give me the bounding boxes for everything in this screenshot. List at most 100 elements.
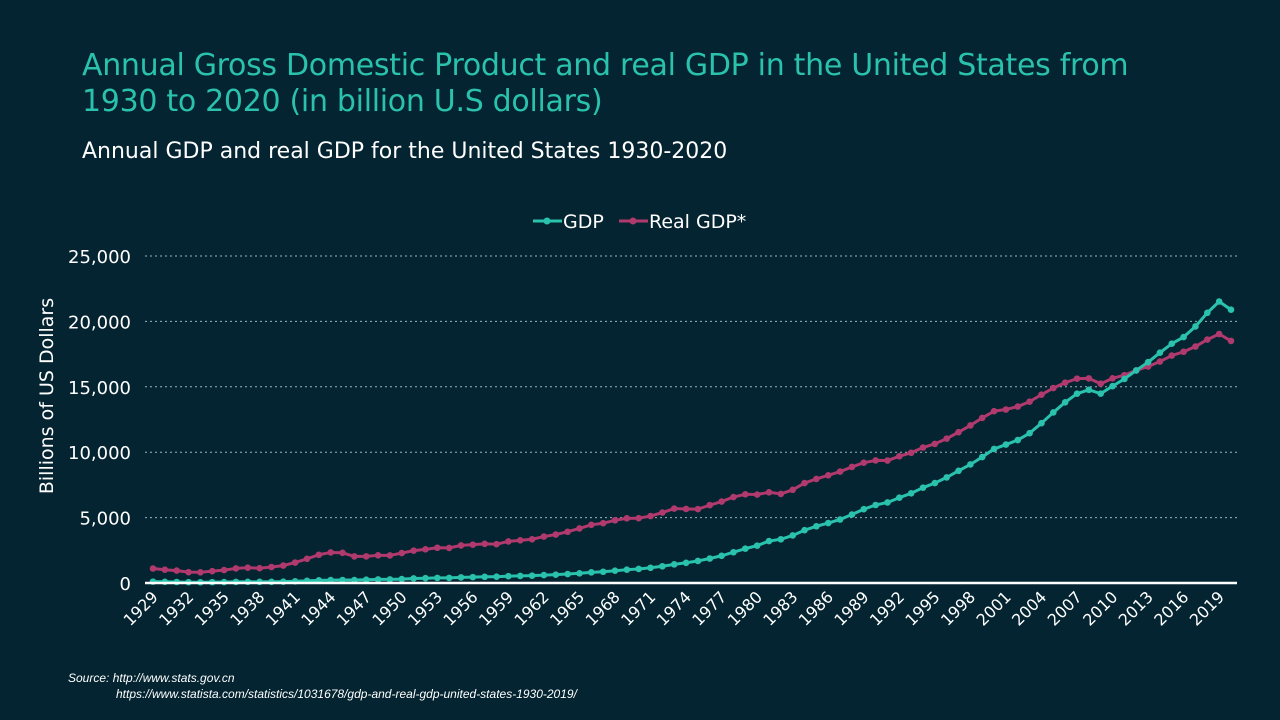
data-point: [1215, 298, 1223, 305]
x-tick-label: 1947: [333, 587, 375, 629]
data-point: [682, 559, 690, 567]
data-point: [813, 475, 820, 483]
data-point: [552, 571, 560, 578]
data-point: [599, 519, 607, 527]
data-point: [1192, 323, 1199, 330]
data-point: [718, 498, 725, 505]
data-point: [1002, 441, 1010, 448]
data-point: [884, 457, 891, 464]
data-point: [682, 505, 690, 513]
data-point: [434, 574, 441, 582]
data-point: [1061, 398, 1069, 406]
data-point: [469, 541, 477, 548]
x-tick-label: 1950: [368, 587, 410, 629]
data-point: [990, 445, 998, 453]
y-tick-label: 10,000: [68, 443, 131, 464]
data-point: [339, 549, 346, 557]
data-point: [505, 572, 512, 580]
series-line: [152, 332, 1232, 574]
data-point: [931, 479, 939, 487]
x-tick-label: 1995: [901, 587, 943, 629]
data-point: [434, 544, 441, 552]
data-point: [386, 576, 394, 583]
data-point: [1026, 429, 1033, 437]
data-point: [1192, 343, 1199, 350]
data-point: [765, 488, 773, 496]
data-point: [753, 491, 761, 498]
data-point: [1168, 352, 1176, 359]
x-tick-label: 1965: [546, 587, 588, 629]
x-tick-label: 1968: [582, 587, 624, 629]
data-point: [493, 573, 500, 581]
legend-item-real-gdp[interactable]: Real GDP*: [619, 211, 746, 233]
data-point: [884, 499, 891, 506]
y-axis-label: Billions of US Dollars: [36, 298, 58, 494]
data-point: [777, 535, 785, 543]
data-point: [173, 567, 180, 574]
source-line-2: https://www.statista.com/statistics/1031…: [116, 687, 577, 701]
y-tick-label: 5,000: [79, 509, 131, 530]
data-point: [1038, 391, 1045, 398]
data-point: [753, 542, 761, 549]
data-point: [1061, 379, 1069, 386]
data-point: [422, 574, 429, 582]
data-point: [315, 551, 323, 559]
data-point: [1097, 390, 1104, 397]
y-tick-label: 20,000: [68, 312, 131, 333]
data-point: [588, 521, 595, 529]
x-tick-label: 2007: [1044, 587, 1086, 629]
data-point: [990, 407, 998, 415]
data-point: [339, 576, 346, 584]
data-point: [386, 552, 394, 559]
data-point: [1227, 337, 1235, 345]
x-tick-label: 2001: [973, 587, 1015, 629]
data-point: [161, 566, 169, 574]
data-point: [836, 468, 844, 475]
data-point: [505, 538, 512, 545]
data-point: [149, 565, 157, 572]
data-point: [1073, 390, 1081, 397]
data-point: [1038, 419, 1045, 427]
data-point: [493, 540, 500, 548]
data-point: [647, 564, 654, 572]
legend-item-gdp[interactable]: GDP: [533, 211, 604, 233]
data-point: [931, 440, 939, 448]
data-point: [860, 459, 868, 466]
data-point: [1204, 309, 1211, 317]
x-tick-label: 2004: [1008, 587, 1050, 629]
data-point: [1132, 367, 1140, 374]
data-point: [896, 452, 903, 460]
data-point: [327, 576, 334, 584]
series-line: [152, 300, 1232, 584]
data-point: [706, 555, 714, 562]
data-point: [445, 574, 453, 582]
data-point: [410, 575, 417, 582]
x-tick-label: 2013: [1115, 587, 1157, 629]
data-point: [564, 528, 571, 536]
data-point: [374, 576, 382, 583]
data-point: [872, 501, 879, 509]
data-point: [730, 548, 737, 556]
data-point: [978, 414, 986, 422]
data-point: [398, 549, 406, 557]
data-point: [481, 573, 488, 581]
data-point: [1144, 358, 1152, 366]
data-point: [943, 435, 950, 442]
data-point: [1050, 409, 1057, 416]
data-point: [208, 567, 216, 575]
data-point: [1204, 336, 1211, 343]
data-point: [943, 474, 950, 481]
data-point: [611, 567, 619, 574]
data-point: [481, 540, 488, 548]
data-point: [469, 573, 477, 581]
data-point: [860, 505, 868, 513]
data-point: [978, 453, 986, 461]
data-point: [659, 562, 666, 570]
x-tick-label: 1971: [617, 587, 659, 629]
legend-label-real-gdp: Real GDP*: [649, 211, 746, 233]
data-point: [670, 505, 678, 512]
data-point: [552, 531, 560, 538]
x-tick-label: 1932: [155, 587, 197, 629]
data-point: [730, 493, 737, 501]
